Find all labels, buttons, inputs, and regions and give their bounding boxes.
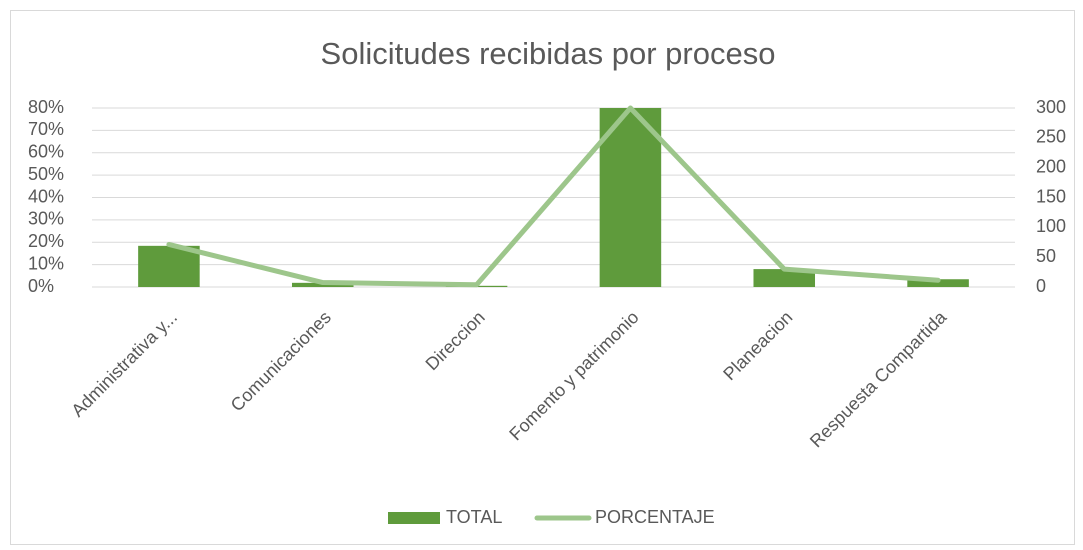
y-tick-label: 10%: [28, 253, 64, 273]
y-tick-label: 70%: [28, 119, 64, 139]
bar: [753, 269, 816, 287]
legend-label: PORCENTAJE: [595, 507, 715, 527]
y2-tick-label: 250: [1036, 127, 1066, 147]
chart-title: Solicitudes recibidas por proceso: [321, 36, 776, 71]
legend-label: TOTAL: [446, 507, 502, 527]
bar: [907, 279, 969, 287]
y2-tick-label: 150: [1036, 186, 1066, 206]
bar: [138, 245, 200, 287]
bar: [599, 108, 662, 287]
y2-tick-label: 0: [1036, 276, 1046, 296]
y-tick-label: 40%: [28, 186, 64, 206]
line: [166, 105, 941, 288]
y2-tick-label: 100: [1036, 216, 1066, 236]
y-tick-label: 20%: [28, 231, 64, 251]
y2-tick-label: 300: [1036, 97, 1066, 117]
y-tick-label: 80%: [28, 97, 64, 117]
legend-swatch: [388, 512, 440, 524]
y-tick-label: 30%: [28, 209, 64, 229]
y2-tick-label: 200: [1036, 156, 1066, 176]
y-tick-label: 0%: [28, 276, 54, 296]
y-tick-label: 50%: [28, 164, 64, 184]
y2-tick-label: 50: [1036, 246, 1056, 266]
y-tick-label: 60%: [28, 142, 64, 162]
